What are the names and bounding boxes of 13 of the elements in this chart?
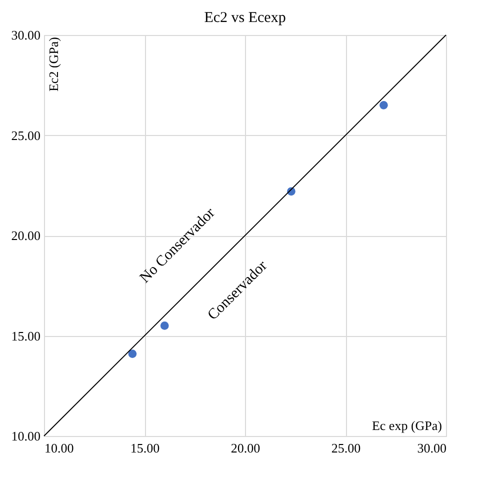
x-tick-label: 30.00 <box>417 440 446 456</box>
x-tick-label: 10.00 <box>44 440 74 456</box>
y-tick-label: 30.00 <box>11 28 40 42</box>
y-tick-label: 10.00 <box>11 428 40 444</box>
y-tick-label: 25.00 <box>11 128 40 143</box>
y-tick-label: 20.00 <box>11 228 40 243</box>
y-axis-title: Ec2 (GPa) <box>46 37 61 92</box>
y-tick-label: 15.00 <box>11 328 40 344</box>
x-tick-label: 20.00 <box>230 440 260 456</box>
x-axis-title: Ec exp (GPa) <box>372 418 442 433</box>
x-tick-label: 15.00 <box>130 440 160 456</box>
x-tick-label: 25.00 <box>331 440 361 456</box>
chart-title: Ec2 vs Ecexp <box>204 10 286 26</box>
